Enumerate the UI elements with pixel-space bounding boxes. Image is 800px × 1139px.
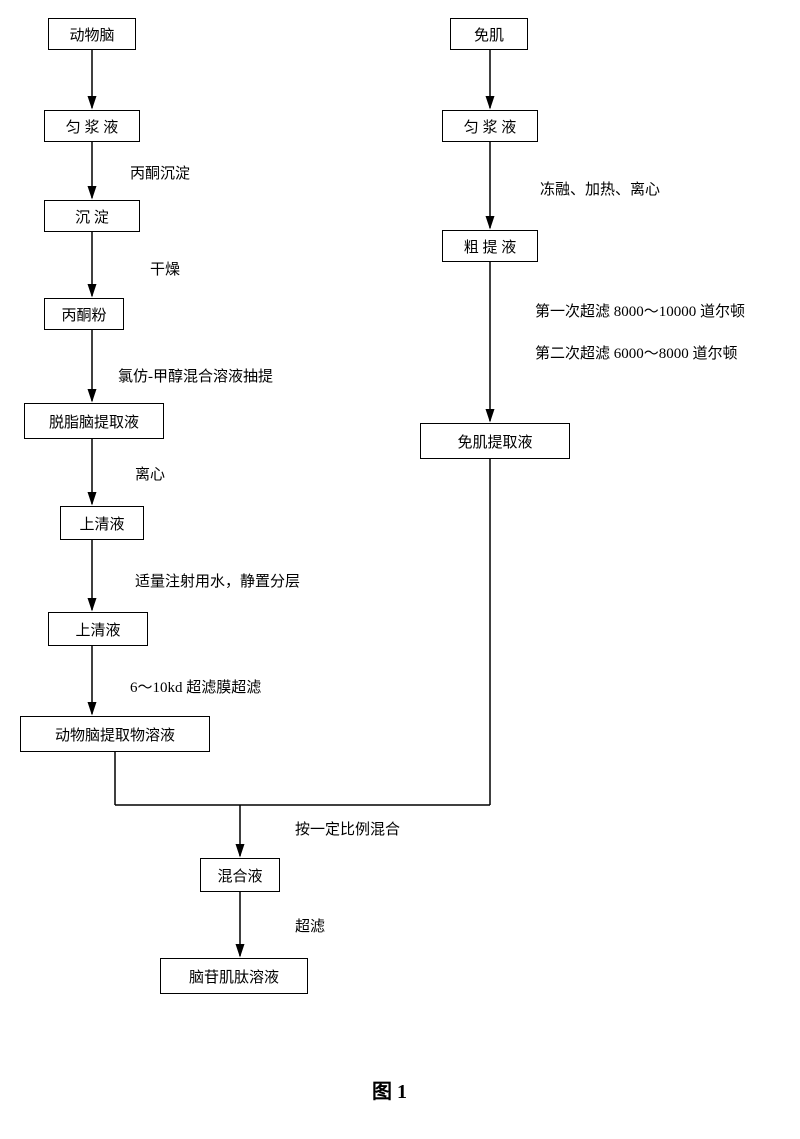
node-homogenate-right: 匀 浆 液: [442, 110, 538, 142]
label-centrifuge: 离心: [135, 463, 165, 484]
figure-caption: 图 1: [372, 1075, 407, 1104]
node-precipitate: 沉 淀: [44, 200, 140, 232]
node-rabbit-muscle: 免肌: [450, 18, 528, 50]
flowchart-arrows: [0, 0, 800, 1139]
label-freeze-thaw: 冻融、加热、离心: [540, 178, 660, 199]
node-final-solution: 脑苷肌肽溶液: [160, 958, 308, 994]
label-ultrafilter-6-10: 6～10kd 超滤膜超滤: [130, 676, 261, 697]
label-water-layer: 适量注射用水，静置分层: [135, 570, 300, 591]
node-muscle-extract: 免肌提取液: [420, 423, 570, 459]
node-defatted-extract: 脱脂脑提取液: [24, 403, 164, 439]
node-acetone-powder: 丙酮粉: [44, 298, 124, 330]
node-crude-extract: 粗 提 液: [442, 230, 538, 262]
node-supernatant1: 上清液: [60, 506, 144, 540]
label-dry: 干燥: [150, 258, 180, 279]
label-ultrafilter1: 第一次超滤 8000～10000 道尔顿: [535, 300, 745, 321]
label-chloroform-methanol: 氯仿-甲醇混合溶液抽提: [118, 365, 273, 386]
node-animal-brain: 动物脑: [48, 18, 136, 50]
label-ultrafilter-final: 超滤: [295, 915, 325, 936]
label-mix-ratio: 按一定比例混合: [295, 818, 400, 839]
node-brain-extract-solution: 动物脑提取物溶液: [20, 716, 210, 752]
label-acetone-precip: 丙酮沉淀: [130, 162, 190, 183]
label-ultrafilter2: 第二次超滤 6000～8000 道尔顿: [535, 342, 738, 363]
node-supernatant2: 上清液: [48, 612, 148, 646]
node-homogenate-left: 匀 浆 液: [44, 110, 140, 142]
node-mixture: 混合液: [200, 858, 280, 892]
